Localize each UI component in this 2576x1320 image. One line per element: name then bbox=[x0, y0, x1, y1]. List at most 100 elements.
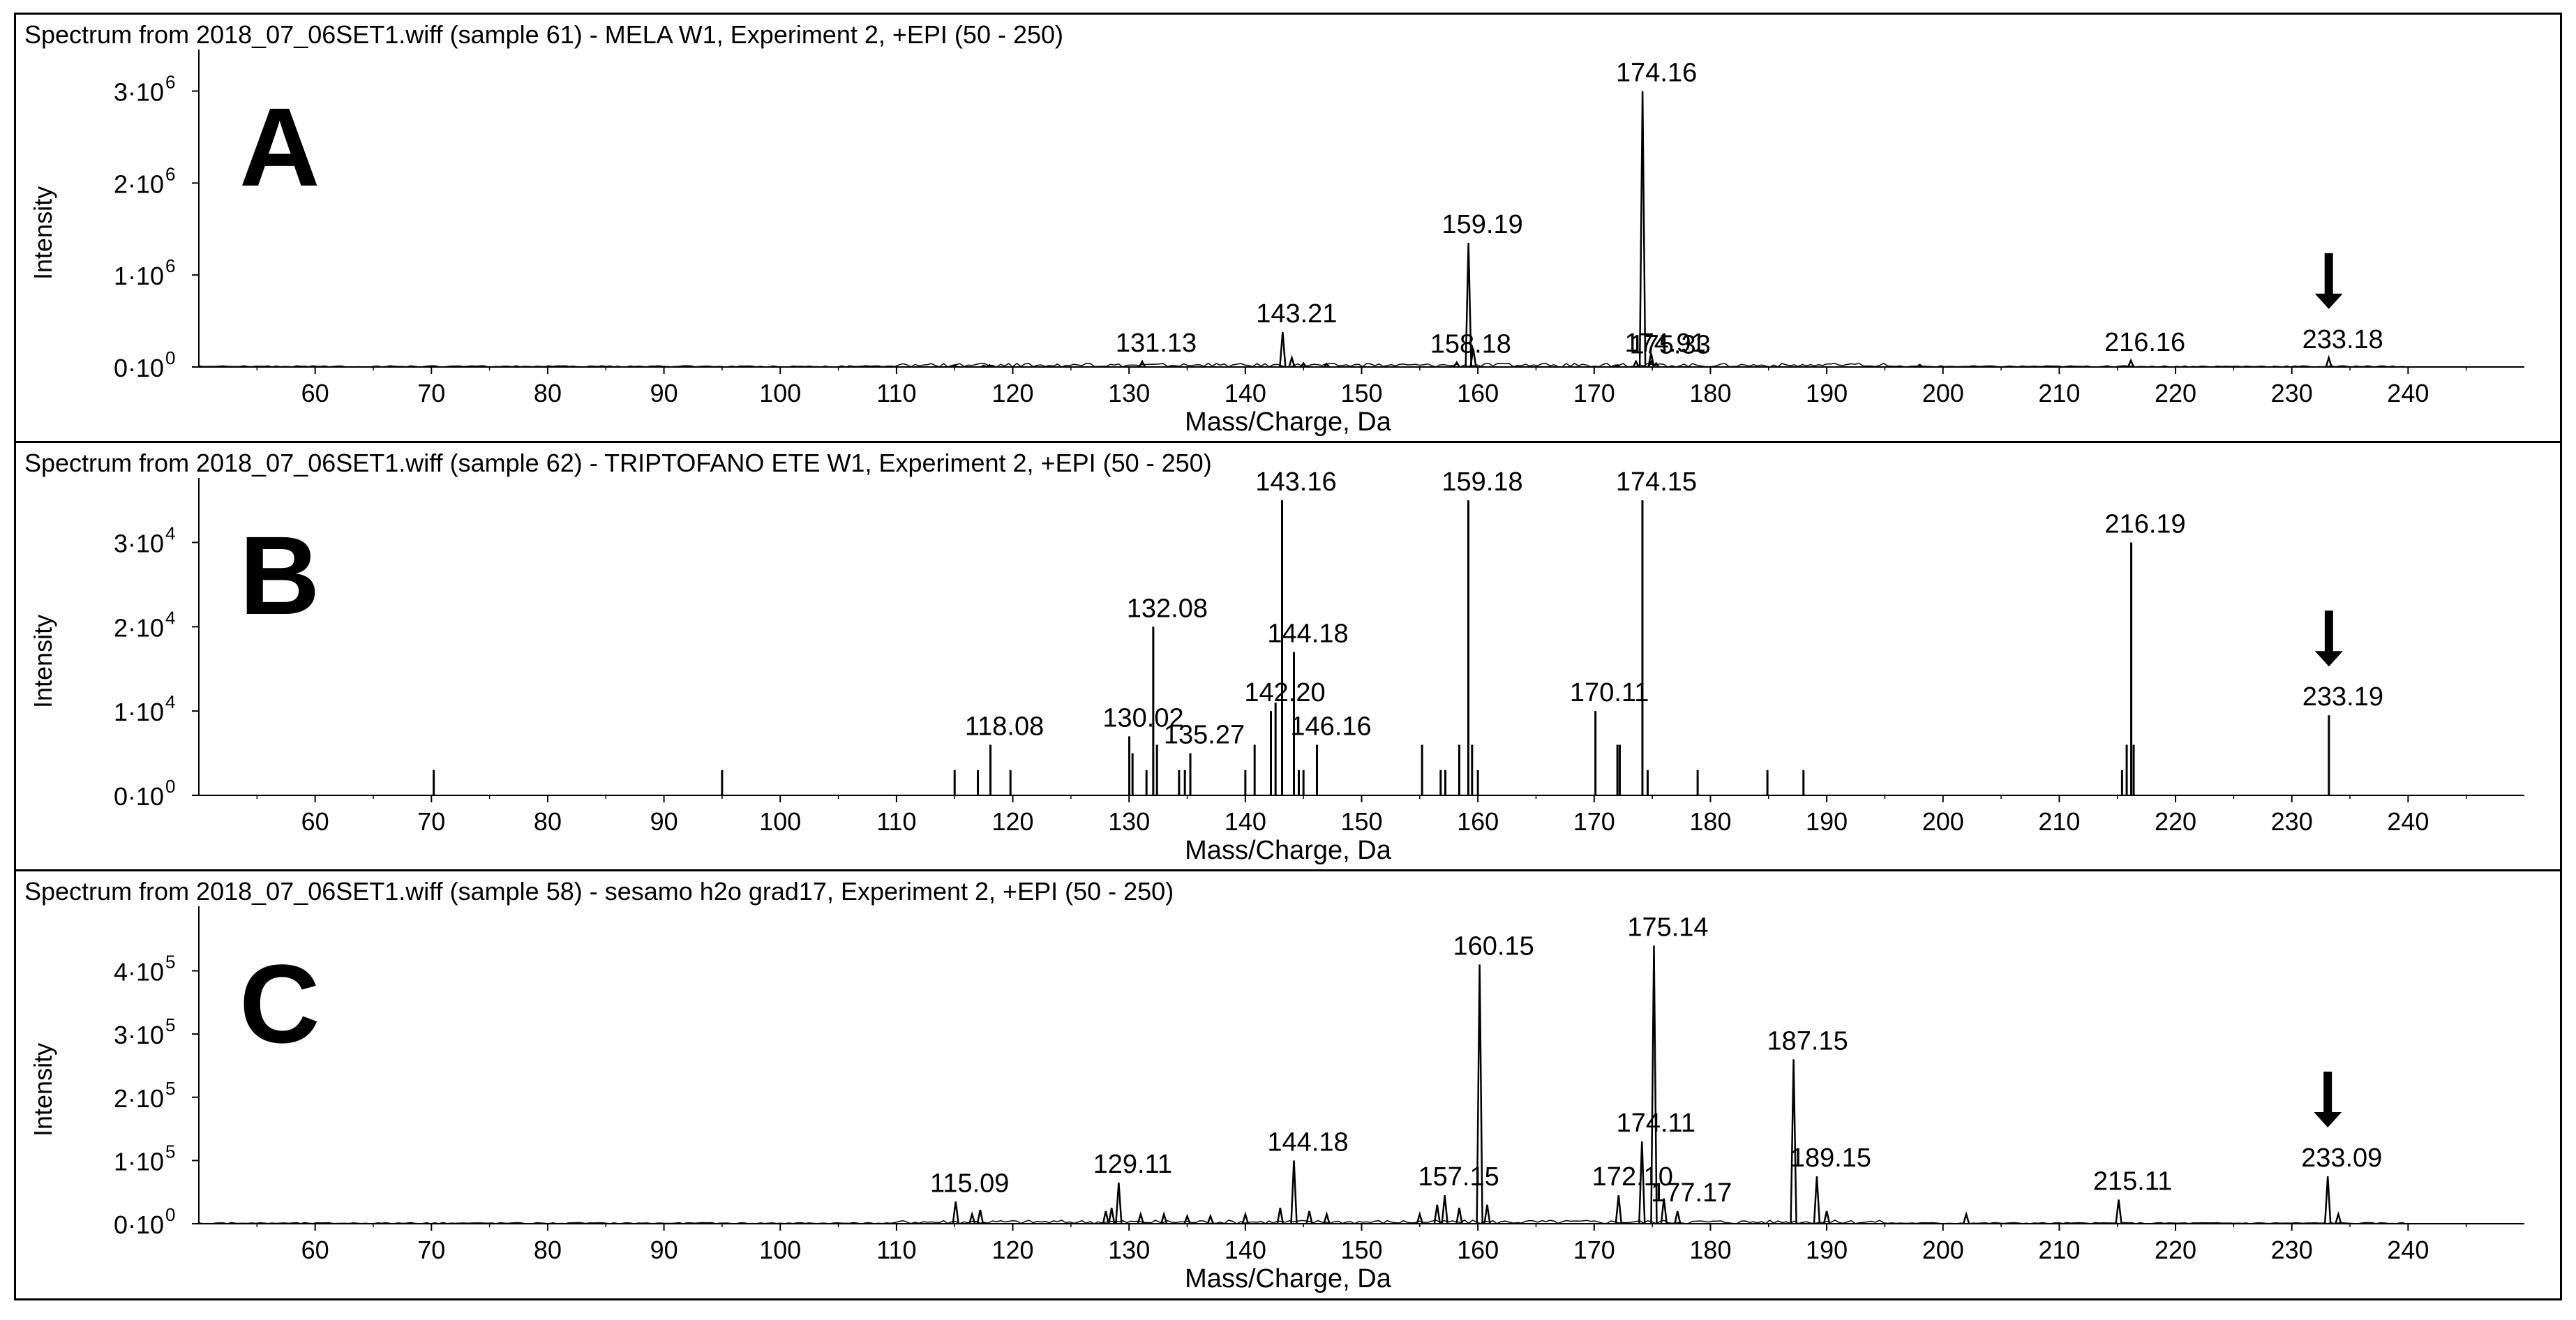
peak-line bbox=[1441, 1195, 1448, 1224]
peak-label: 177.17 bbox=[1651, 1178, 1732, 1208]
x-tick-label: 190 bbox=[1806, 807, 1848, 836]
y-tick-exponent: 0 bbox=[165, 776, 175, 797]
peak-line bbox=[2323, 1176, 2332, 1224]
x-tick-label: 110 bbox=[876, 379, 916, 407]
x-tick-label: 180 bbox=[1689, 807, 1731, 836]
y-tick-label: 2·10 bbox=[114, 613, 164, 642]
peak-line bbox=[1115, 1183, 1123, 1224]
y-tick-label: 2·10 bbox=[114, 1084, 164, 1113]
x-tick-label: 230 bbox=[2271, 379, 2313, 407]
x-tick-label: 220 bbox=[2155, 379, 2196, 407]
x-tick-label: 60 bbox=[301, 379, 329, 407]
y-tick-exponent: 5 bbox=[165, 1014, 175, 1035]
peak-label: 129.11 bbox=[1093, 1150, 1172, 1179]
peak-label: 135.27 bbox=[1164, 721, 1245, 750]
peak-line bbox=[1638, 1141, 1646, 1224]
x-tick-label: 70 bbox=[417, 1236, 445, 1264]
peak-line bbox=[1241, 1210, 1250, 1224]
y-tick-label: 1·10 bbox=[114, 698, 164, 726]
x-tick-label: 130 bbox=[1108, 807, 1150, 836]
x-tick-label: 120 bbox=[992, 807, 1034, 836]
x-tick-label: 90 bbox=[650, 379, 678, 407]
y-tick-exponent: 6 bbox=[165, 72, 175, 93]
peak-line bbox=[951, 363, 958, 368]
x-tick-label: 60 bbox=[301, 1236, 329, 1264]
peak-line bbox=[2335, 1210, 2342, 1224]
y-tick-label: 4·10 bbox=[114, 958, 164, 987]
x-tick-label: 150 bbox=[1340, 379, 1382, 407]
y-tick-exponent: 4 bbox=[165, 607, 175, 628]
y-tick-label: 0·10 bbox=[114, 354, 164, 382]
spectrum-plot-c: 60 70 80 90 100 110 120 130 140 150 160 170 180 190 20… bbox=[114, 906, 2524, 1264]
peak-line bbox=[1453, 360, 1460, 368]
x-tick-label: 190 bbox=[1806, 1236, 1848, 1264]
peak-line bbox=[1638, 91, 1647, 368]
x-tick-label: 180 bbox=[1689, 1236, 1731, 1264]
x-tick-label: 110 bbox=[876, 807, 916, 836]
peak-label: 172.10 bbox=[1592, 1162, 1673, 1192]
peak-label: 143.21 bbox=[1256, 299, 1337, 329]
baseline-noise bbox=[198, 362, 2405, 368]
peak-line bbox=[1650, 945, 1658, 1224]
peak-label: 160.15 bbox=[1453, 931, 1534, 961]
y-tick-exponent: 0 bbox=[165, 347, 175, 368]
down-arrow-icon bbox=[2314, 253, 2343, 309]
x-tick-label: 80 bbox=[534, 379, 562, 407]
y-tick-label: 3·10 bbox=[114, 1021, 164, 1049]
peak-label: 130.02 bbox=[1102, 703, 1183, 733]
x-tick-label: 60 bbox=[301, 807, 329, 836]
y-tick-exponent: 4 bbox=[165, 691, 175, 712]
x-tick-label: 90 bbox=[650, 807, 678, 836]
peak-line bbox=[1790, 1059, 1797, 1224]
peak-line bbox=[1455, 1208, 1463, 1224]
x-tick-label: 100 bbox=[759, 1236, 801, 1264]
peak-line bbox=[1305, 1210, 1313, 1224]
peak-line bbox=[1183, 1213, 1191, 1224]
x-tick-label: 220 bbox=[2155, 807, 2196, 836]
x-tick-label: 140 bbox=[1225, 807, 1266, 836]
peak-line bbox=[1160, 1210, 1168, 1224]
peak-line bbox=[1647, 352, 1655, 368]
peak-line bbox=[1615, 1195, 1623, 1224]
peak-label: 157.15 bbox=[1418, 1162, 1499, 1192]
x-tick-label: 200 bbox=[1922, 807, 1964, 836]
down-arrow-icon bbox=[2314, 1072, 2342, 1128]
peak-line bbox=[1137, 1210, 1145, 1224]
x-tick-label: 240 bbox=[2387, 379, 2429, 407]
peak-line bbox=[1323, 1210, 1331, 1224]
peak-label: 115.09 bbox=[930, 1169, 1009, 1198]
x-tick-label: 160 bbox=[1457, 379, 1499, 407]
peak-line bbox=[1660, 1198, 1668, 1224]
peak-line bbox=[1107, 1208, 1116, 1224]
x-tick-label: 160 bbox=[1457, 1236, 1499, 1264]
y-tick-label: 0·10 bbox=[114, 1210, 164, 1239]
peak-label: 143.16 bbox=[1255, 467, 1336, 497]
peak-label: 233.09 bbox=[2301, 1143, 2382, 1173]
peak-line bbox=[2115, 1199, 2122, 1224]
peak-label: 132.08 bbox=[1127, 594, 1208, 623]
peak-line bbox=[1276, 1208, 1285, 1224]
x-tick-label: 80 bbox=[534, 1236, 562, 1264]
peak-label: 174.91 bbox=[1625, 329, 1706, 358]
peak-label: 131.13 bbox=[1116, 329, 1197, 358]
x-tick-label: 230 bbox=[2271, 807, 2313, 836]
peak-line bbox=[1962, 1210, 1970, 1224]
peak-label: 174.15 bbox=[1616, 467, 1697, 497]
peak-label: 216.16 bbox=[2104, 328, 2185, 357]
y-tick-exponent: 6 bbox=[165, 255, 175, 276]
peak-line bbox=[980, 364, 987, 368]
peak-line bbox=[1614, 363, 1621, 368]
peak-line bbox=[1138, 359, 1146, 368]
x-tick-label: 150 bbox=[1340, 1236, 1382, 1264]
peak-line bbox=[1813, 1176, 1821, 1224]
peak-line bbox=[1916, 363, 1924, 368]
peak-line bbox=[1483, 1204, 1491, 1224]
y-tick-exponent: 5 bbox=[165, 1141, 175, 1162]
peak-line bbox=[1206, 1213, 1215, 1224]
peak-line bbox=[1102, 1210, 1110, 1224]
peak-label: 175.33 bbox=[1630, 331, 1711, 360]
x-tick-label: 130 bbox=[1108, 1236, 1150, 1264]
peak-line bbox=[1647, 359, 1655, 368]
x-tick-label: 70 bbox=[417, 807, 445, 836]
x-tick-label: 240 bbox=[2387, 1236, 2429, 1264]
